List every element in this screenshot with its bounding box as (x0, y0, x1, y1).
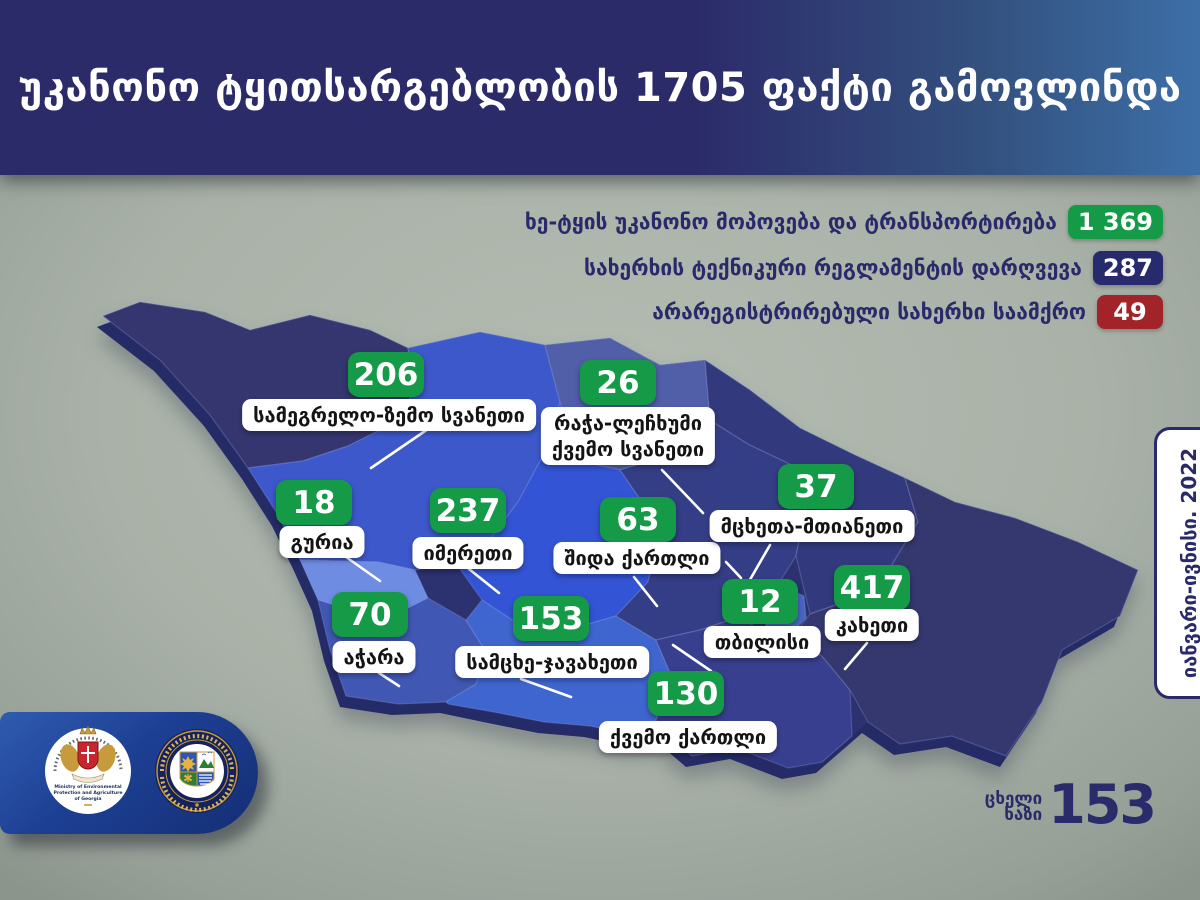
forestry-agency-emblem (155, 729, 239, 813)
header-banner: უკანონო ტყითსარგებლობის 1705 ფაქტი გამოვ… (0, 0, 1200, 175)
region-label-samtskhe: სამცხე-ჯავახეთი (455, 646, 649, 678)
region-count-badge-mtskheta: 37 (778, 464, 854, 509)
region-label-samegrelo: სამეგრელო-ზემო სვანეთი (242, 399, 536, 431)
legend-value-badge: 1 369 (1067, 205, 1163, 239)
logo-banner-art: Ministry of Environmental Protection and… (45, 725, 239, 814)
region-label-tbilisi: თბილისი (703, 626, 821, 658)
ministry-emblem: Ministry of Environmental Protection and… (45, 725, 131, 814)
legend-label: არარეგისტრირებული სახერხი საამქრო (652, 300, 1086, 324)
region-count-badge-kvemo-kartli: 130 (648, 671, 724, 716)
hotline-block: ცხელი ხაზი 153 (984, 773, 1157, 836)
region-count-badge-tbilisi: 12 (722, 579, 798, 624)
legend-row-sawmill-regulation: სახერხის ტექნიკური რეგლამენტის დარღვევა … (584, 250, 1163, 286)
region-count-badge-samtskhe: 153 (513, 596, 589, 641)
region-count-badge-shida-kartli: 63 (600, 497, 676, 542)
logo-banner: Ministry of Environmental Protection and… (0, 712, 258, 834)
legend-value-badge: 287 (1092, 251, 1163, 285)
region-label-racha-line2: ქვემო სვანეთი (551, 437, 705, 461)
hotline-label-line1: ცხელი (984, 789, 1043, 809)
region-label-racha-line1: რაჭა-ლეჩხუმი (553, 411, 703, 435)
region-label-guria: გურია (279, 526, 365, 558)
region-count-badge-adjara: 70 (332, 592, 408, 637)
region-count-badge-samegrelo: 206 (348, 352, 424, 397)
region-label-racha: რაჭა-ლეჩხუმი ქვემო სვანეთი (540, 407, 716, 465)
region-label-imereti: იმერეთი (412, 537, 524, 569)
ministry-text-line2: Protection and Agriculture (54, 790, 123, 796)
region-label-kakheti: კახეთი (824, 609, 920, 641)
region-label-adjara: აჭარა (332, 641, 416, 673)
region-count-badge-racha: 26 (580, 360, 656, 405)
legend-value-badge: 49 (1097, 295, 1163, 329)
region-label-mtskheta: მცხეთა-მთიანეთი (709, 510, 915, 542)
region-count-badge-imereti: 237 (430, 488, 506, 533)
hotline-label: ცხელი ხაზი (984, 789, 1043, 825)
legend-row-unregistered-sawmill: არარეგისტრირებული სახერხი საამქრო 49 (652, 294, 1163, 330)
ministry-text-line3: of Georgia (74, 796, 101, 802)
hotline-label-line2: ხაზი (1004, 805, 1043, 825)
label-connectors (337, 427, 869, 699)
hotline-number: 153 (1048, 773, 1157, 836)
region-count-badge-kakheti: 417 (834, 565, 910, 610)
region-count-badge-guria: 18 (276, 480, 352, 525)
region-label-kvemo-kartli: ქვემო ქართლი (598, 721, 778, 753)
date-range-text: იანვარი-ივნისი. 2022 (1177, 447, 1200, 679)
legend-label: ხე-ტყის უკანონო მოპოვება და ტრანსპორტირე… (524, 210, 1057, 234)
legend-label: სახერხის ტექნიკური რეგლამენტის დარღვევა (584, 256, 1082, 280)
legend-row-logging: ხე-ტყის უკანონო მოპოვება და ტრანსპორტირე… (525, 204, 1163, 240)
date-range-tag: იანვარი-ივნისი. 2022 (1154, 427, 1200, 699)
region-label-shida-kartli: შიდა ქართლი (553, 542, 721, 574)
ministry-text-line1: Ministry of Environmental (54, 784, 122, 790)
page-title: უკანონო ტყითსარგებლობის 1705 ფაქტი გამოვ… (18, 64, 1182, 111)
